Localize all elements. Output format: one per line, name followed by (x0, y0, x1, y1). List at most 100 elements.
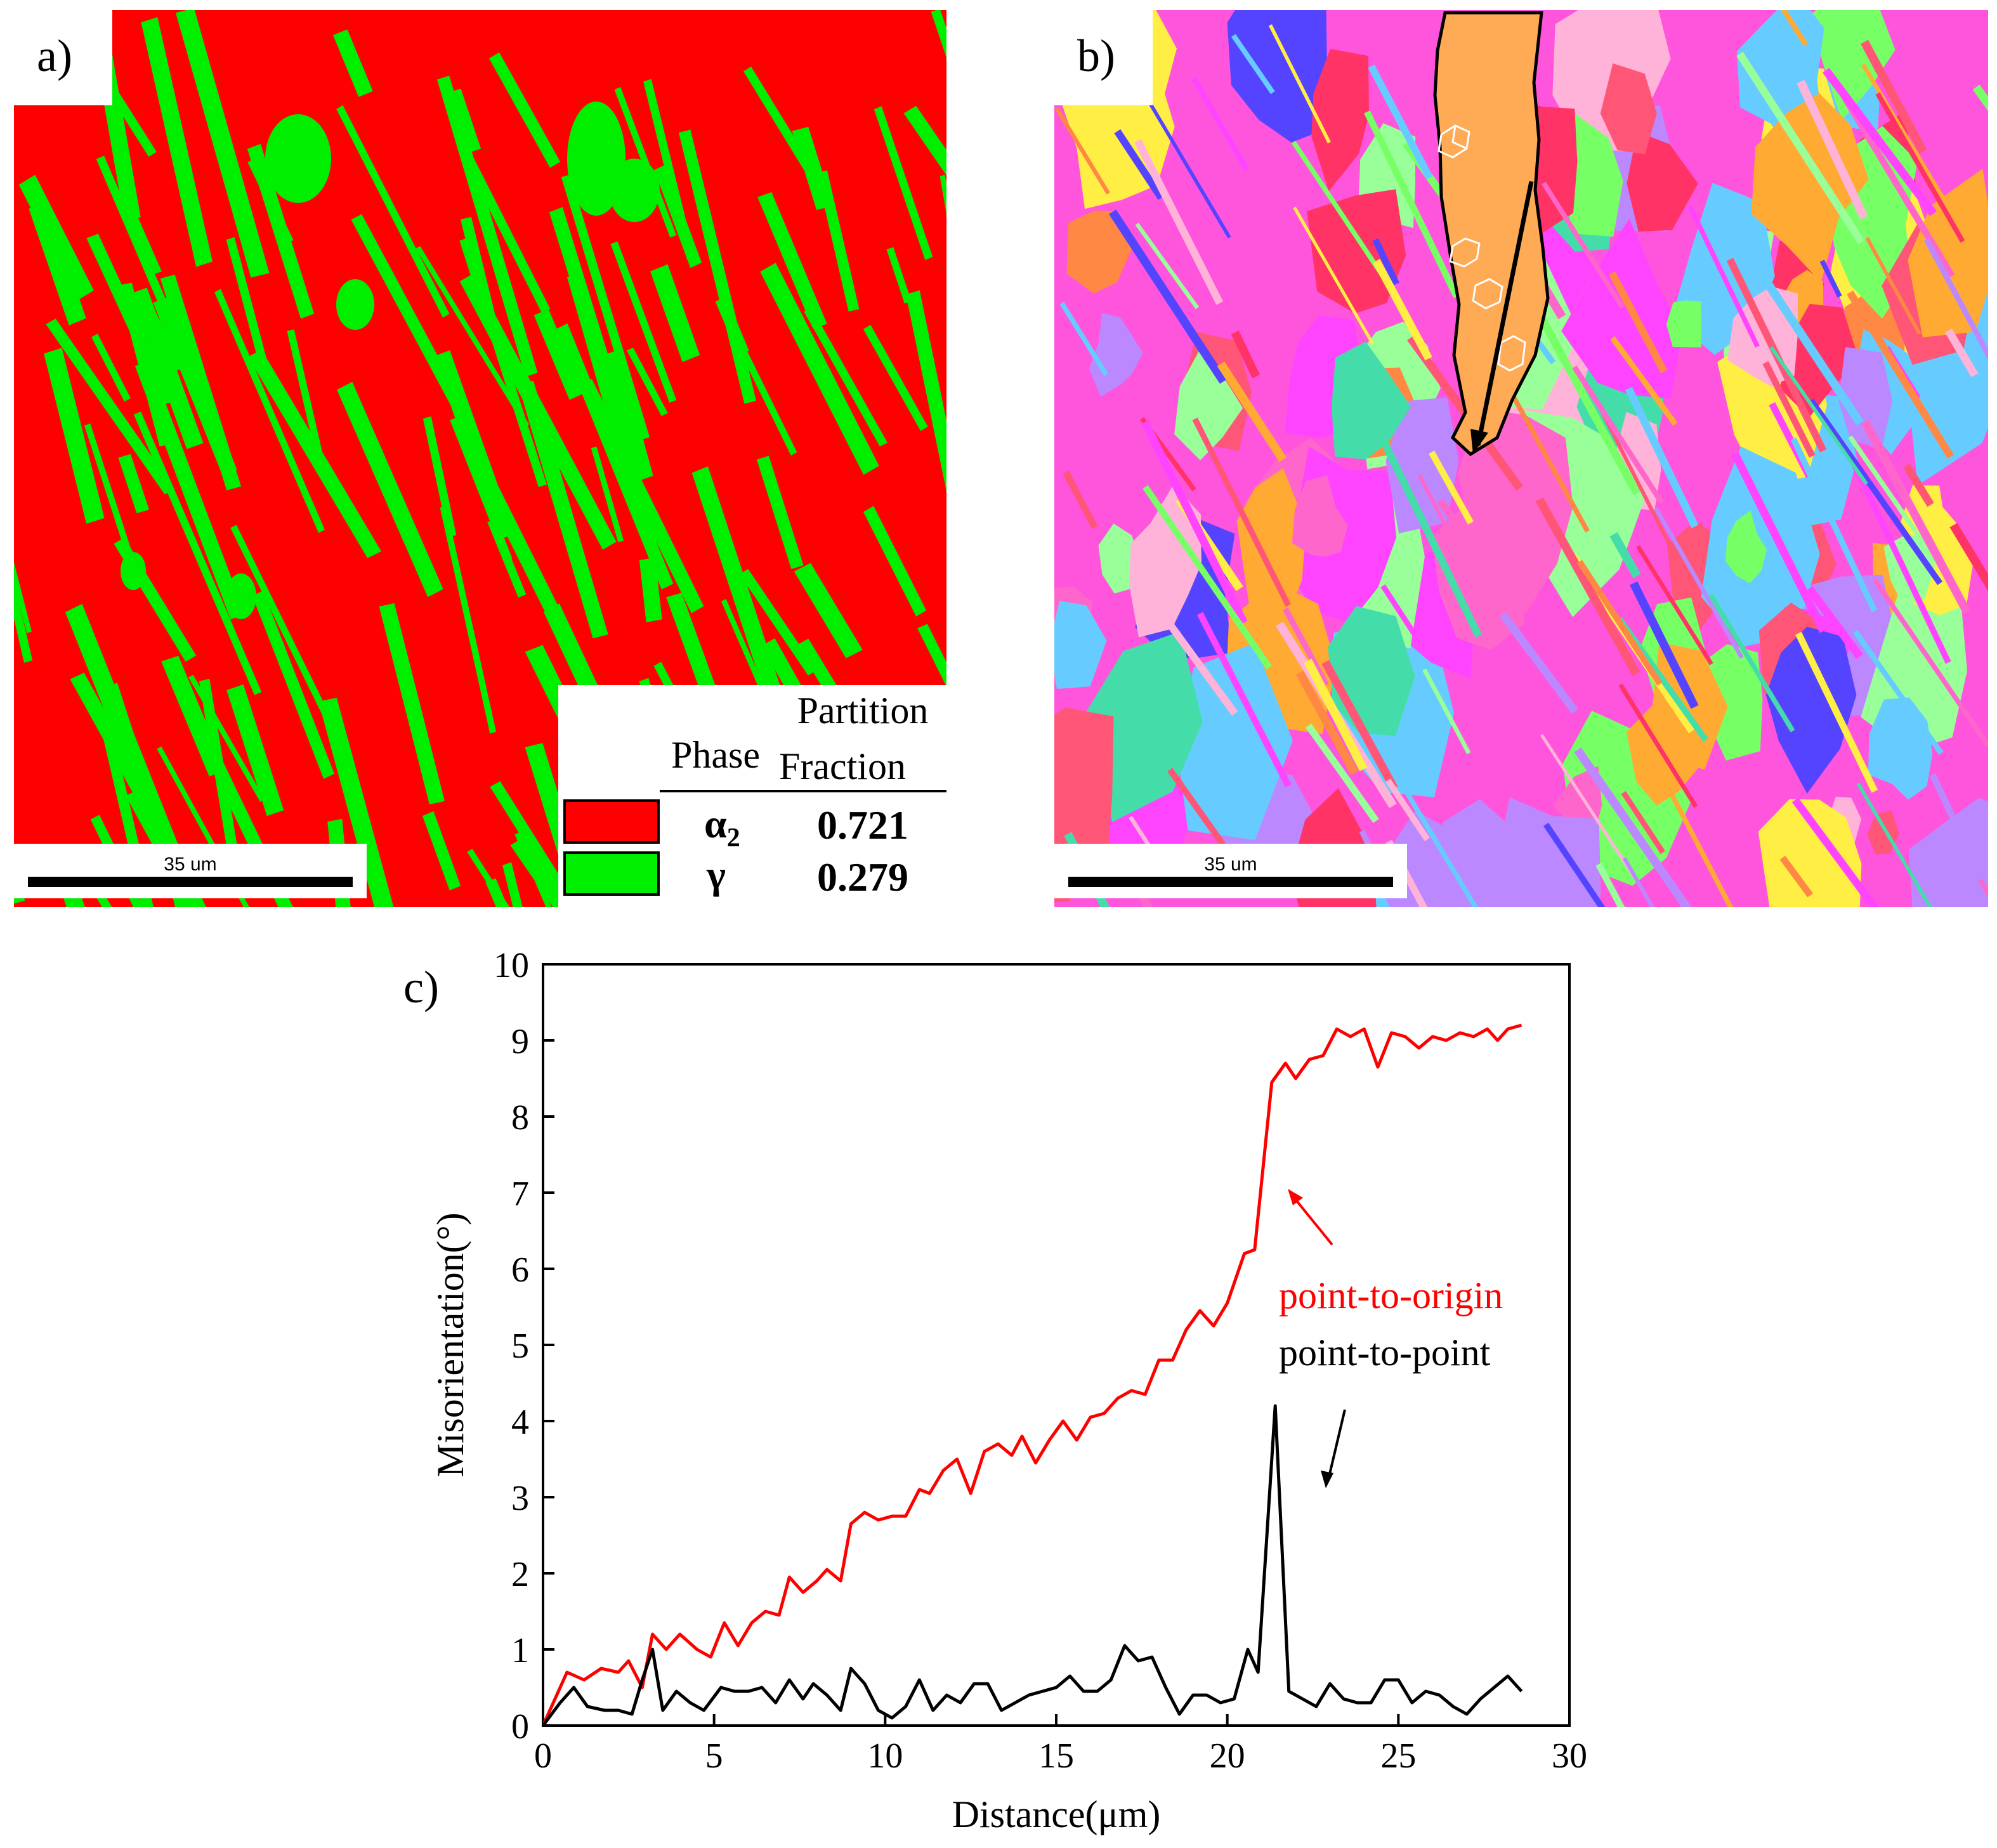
grain (1908, 797, 1988, 907)
series-line-point-to-origin (543, 1023, 1522, 1726)
y-tick-label: 8 (511, 1098, 529, 1137)
gamma-lath (946, 86, 1040, 344)
phase-legend: Partition Phase Fraction α2 0.721 γ 0.27… (558, 685, 946, 907)
lath (1621, 790, 1666, 855)
lath (1595, 862, 1645, 907)
gamma-lath (84, 423, 138, 571)
lath (1977, 876, 1988, 907)
lath (1364, 110, 1460, 299)
lath (1847, 291, 1954, 459)
gamma-lath (940, 174, 946, 259)
crystal-cubes (1437, 124, 1526, 372)
gamma-lath (905, 290, 946, 576)
lath (1377, 432, 1483, 638)
lath (1872, 578, 1988, 747)
gamma-lath (65, 603, 198, 902)
gamma-lath (566, 273, 657, 534)
legend-phase-alpha2: α2 (704, 801, 740, 853)
lath (1856, 782, 1961, 907)
lath (1630, 581, 1699, 709)
lath (1499, 612, 1578, 714)
lath (1384, 757, 1492, 907)
gamma-lath (226, 237, 273, 385)
gamma-lath (601, 350, 653, 482)
grain (1627, 131, 1698, 232)
gamma-lath (804, 308, 888, 447)
lath (1805, 586, 1863, 660)
gamma-lath (112, 192, 162, 277)
lath (1708, 593, 1795, 733)
gamma-lath (450, 88, 481, 152)
gamma-lath (555, 323, 674, 590)
gamma-lath (772, 895, 824, 907)
x-tick-label: 5 (705, 1736, 723, 1776)
x-tick-label: 15 (1038, 1736, 1074, 1776)
gamma-lath (734, 336, 797, 456)
x-tick-label: 30 (1552, 1736, 1587, 1776)
gamma-lath (130, 287, 204, 449)
grain (1292, 475, 1348, 557)
gamma-lath (351, 214, 478, 436)
panel-b-label-bg (1054, 10, 1153, 105)
legend-swatch-gamma (563, 851, 660, 896)
lath (1417, 474, 1472, 573)
gamma-lath (14, 575, 33, 663)
lath (1145, 593, 1238, 716)
lath (1283, 607, 1329, 687)
legend-fraction-gamma: 0.279 (817, 855, 908, 900)
line-scan-arrow (1476, 181, 1534, 446)
lath (1741, 246, 1864, 426)
lath (1380, 584, 1432, 660)
panel-a: a) 35 um Partition Phase Fraction α2 0.7… (14, 10, 1040, 907)
grain (1808, 10, 1896, 121)
lath (1797, 79, 1868, 220)
gamma-lath (650, 264, 700, 362)
gamma-lath (459, 273, 617, 550)
lath (1304, 659, 1368, 771)
annotation-point-to-point: point-to-point (1279, 1332, 1491, 1373)
lath (1540, 733, 1637, 881)
lath (1592, 393, 1681, 565)
gamma-lath (14, 463, 32, 634)
gamma-lath (610, 241, 677, 403)
lath (1929, 773, 1986, 882)
gamma-lath (29, 201, 86, 325)
gamma-lath (534, 308, 584, 400)
lath (1625, 386, 1699, 528)
gamma-lath (336, 105, 450, 318)
lath (1321, 660, 1398, 790)
lath (1063, 470, 1098, 530)
y-tick-label: 6 (511, 1250, 529, 1290)
scale-bar-label: 35 um (1204, 854, 1257, 875)
lath (1191, 77, 1250, 171)
lath (1268, 24, 1331, 144)
grain (1600, 63, 1657, 155)
lath (1134, 139, 1224, 305)
lath (1687, 205, 1760, 348)
gamma-lath (951, 469, 990, 526)
lath (1295, 671, 1359, 775)
legend-col-phase: Phase (671, 734, 760, 776)
x-tick-label: 20 (1210, 1736, 1245, 1776)
legend-col-fraction-2: Fraction (779, 745, 906, 787)
y-axis-label: Misorientation(°) (429, 1212, 471, 1477)
gamma-lath (461, 148, 551, 313)
gamma-lath (379, 603, 445, 804)
lath (1736, 51, 1865, 245)
y-tick-label: 4 (511, 1403, 529, 1442)
lath (1779, 855, 1813, 898)
lath (1217, 361, 1287, 462)
gamma-lath (561, 174, 650, 440)
gamma-lath (488, 52, 561, 168)
annotation-arrow-origin (1293, 1196, 1333, 1246)
gamma-lath (422, 416, 457, 538)
gamma-lath (863, 506, 927, 617)
gamma-lath (863, 324, 928, 431)
gamma-lath (931, 10, 946, 140)
lath (1861, 39, 1927, 154)
x-tick-label: 10 (867, 1736, 903, 1776)
arrow-head (1470, 429, 1488, 454)
panel-c-label: c) (403, 962, 439, 1012)
grain (1311, 49, 1370, 192)
lath (1636, 545, 1713, 665)
